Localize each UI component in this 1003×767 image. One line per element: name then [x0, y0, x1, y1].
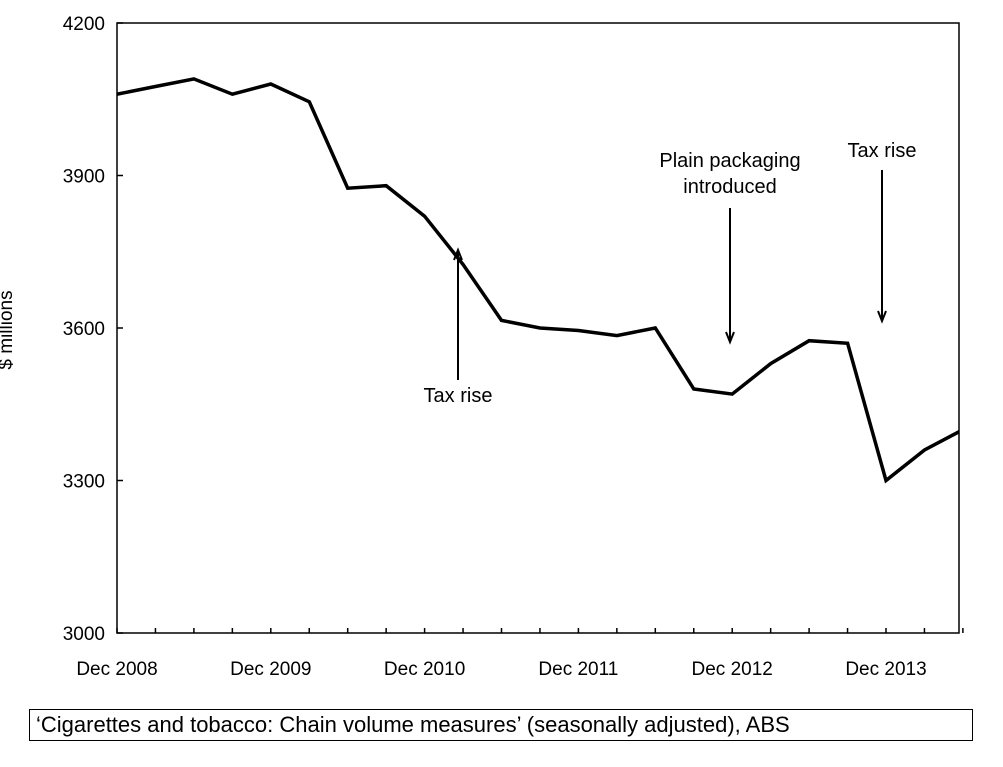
x-tick-label: Dec 2013: [845, 659, 926, 680]
annotation-label: Plain packaging: [659, 150, 800, 172]
x-tick-label: Dec 2010: [384, 659, 465, 680]
x-tick-label: Dec 2011: [538, 659, 618, 680]
y-tick-label: 4200: [63, 14, 105, 35]
y-axis-label: $ millions: [0, 290, 17, 369]
x-tick-label: Dec 2012: [692, 659, 773, 680]
annotation-label: Tax rise: [424, 385, 493, 407]
x-tick-label: Dec 2008: [76, 659, 157, 680]
y-tick-label: 3600: [63, 319, 105, 340]
annotations: Tax rise Plain packaging introduced Tax ris…: [424, 140, 917, 407]
annotation-label: introduced: [683, 176, 776, 198]
source-caption: ‘Cigarettes and tobacco: Chain volume me…: [29, 709, 973, 741]
y-tick-label: 3000: [63, 624, 105, 645]
y-tick-label: 3300: [63, 472, 105, 493]
annotation-arrowhead: [877, 310, 887, 324]
annotation-arrowhead: [725, 331, 735, 345]
y-axis-ticks: 3000 3300 3600 3900 4200: [63, 14, 123, 645]
series-line: [117, 77, 959, 484]
x-axis-ticks: Dec 2008 Dec 2009 Dec 2010 Dec 2011 Dec 2012…: [76, 628, 964, 680]
x-tick-label: Dec 2009: [230, 659, 311, 680]
annotation-arrowhead: [453, 247, 463, 261]
data-series: [117, 77, 959, 484]
annotation-label: Tax rise: [848, 140, 917, 162]
y-tick-label: 3900: [63, 167, 105, 188]
